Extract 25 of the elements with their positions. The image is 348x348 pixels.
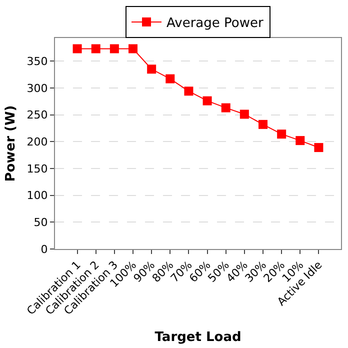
point bbox=[72, 44, 82, 54]
point bbox=[296, 136, 305, 146]
point bbox=[166, 74, 175, 84]
point bbox=[128, 44, 138, 54]
point bbox=[110, 44, 119, 54]
point bbox=[277, 130, 286, 139]
y-tick-label: 200 bbox=[26, 135, 48, 148]
point bbox=[258, 120, 268, 129]
y-tick-label: 350 bbox=[26, 54, 48, 68]
point bbox=[91, 44, 100, 54]
y-tick-label: 50 bbox=[34, 216, 48, 230]
point bbox=[147, 64, 156, 74]
point bbox=[221, 103, 230, 112]
point bbox=[184, 86, 194, 96]
point bbox=[314, 143, 324, 152]
legend-label: Average Power bbox=[166, 16, 264, 32]
y-tick-label: 0 bbox=[40, 242, 48, 256]
point bbox=[202, 96, 212, 106]
y-tick-label: 150 bbox=[26, 162, 48, 176]
y-tick-label: 250 bbox=[26, 108, 48, 122]
x-axis-title: Target Load bbox=[154, 330, 242, 346]
y-axis-title: Power (W) bbox=[4, 105, 19, 182]
y-tick-label: 300 bbox=[26, 82, 48, 95]
point bbox=[240, 110, 249, 119]
y-tick-label: 100 bbox=[26, 189, 48, 202]
